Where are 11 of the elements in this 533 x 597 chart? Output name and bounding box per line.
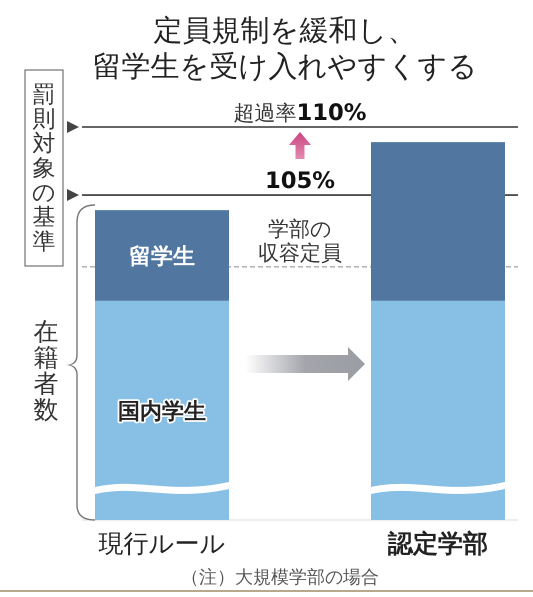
y-axis-title: 在籍者数 xyxy=(34,317,58,424)
x-tick-label: 認定学部 xyxy=(387,529,488,558)
ref-line-label: 学部の収容定員 xyxy=(258,216,342,265)
series-label: 国内学生 xyxy=(118,399,206,424)
x-tick-label: 現行ルール xyxy=(98,529,226,558)
text: 罰則対象の基準 xyxy=(32,82,56,256)
series-label: 留学生 xyxy=(129,244,195,270)
chart-title: 定員規制を緩和し、留学生を受け入れやすくする xyxy=(92,13,478,83)
annotation: 超過率110% xyxy=(233,100,367,126)
annotation: 105% xyxy=(264,168,336,194)
text: （注）大規模学部の場合 xyxy=(181,567,379,588)
